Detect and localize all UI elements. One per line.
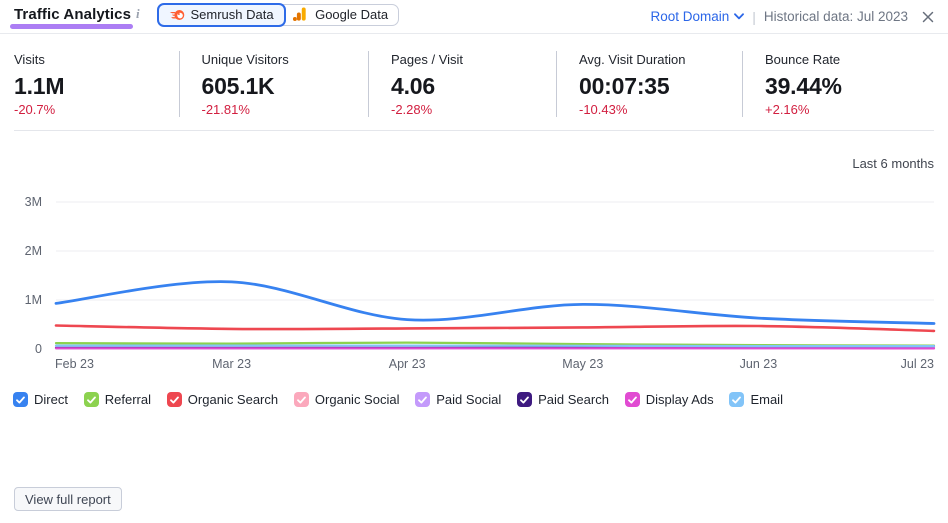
legend-item-organic-social[interactable]: Organic Social: [293, 392, 400, 407]
semrush-logo-icon-wrap: [168, 6, 185, 23]
checkbox-checked-icon[interactable]: [13, 392, 28, 407]
stat-value: 4.06: [391, 73, 435, 99]
x-tick-jun-23: Jun 23: [740, 357, 778, 371]
legend-item-display-ads[interactable]: Display Ads: [624, 392, 714, 407]
checkmark-icon: [520, 396, 530, 403]
legend-item-paid-search[interactable]: Paid Search: [517, 392, 609, 407]
chart-legend: Direct Referral Organic Search Organic Soci…: [13, 392, 948, 407]
stat-pages-visit: Pages / Visit 4.06 -2.28%: [368, 34, 556, 130]
legend-label: Direct: [34, 392, 68, 407]
checkbox-checked-icon[interactable]: [415, 392, 431, 407]
x-tick-mar-23: Mar 23: [212, 357, 251, 371]
stat-label: Visits: [14, 52, 45, 67]
checkmark-icon: [16, 396, 25, 403]
traffic-trend-chart: 3M 2M 1M 0 Feb 23 Mar 23 Apr 23 May 23 Jun 23 Jul…: [0, 180, 948, 380]
line-direct: [54, 280, 936, 325]
stat-change: -10.43%: [579, 102, 628, 117]
legend-label: Organic Social: [314, 392, 400, 407]
stat-label: Avg. Visit Duration: [579, 52, 686, 67]
checkmark-icon: [732, 396, 742, 403]
legend-item-organic-search[interactable]: Organic Search: [166, 392, 279, 407]
checkbox-checked-icon[interactable]: [624, 392, 640, 407]
stat-change: -20.7%: [14, 102, 56, 117]
line-organic-search: [54, 324, 936, 333]
stat-unique-visitors: Unique Visitors 605.1K -21.81%: [178, 34, 369, 130]
toggle-semrush-data[interactable]: Semrush Data: [156, 3, 286, 27]
stat-label: Unique Visitors: [201, 52, 289, 67]
toggle-label: Google Data: [315, 7, 389, 23]
stat-change: -21.81%: [201, 102, 250, 117]
google-analytics-icon-wrap: [292, 6, 309, 23]
stat-value: 00:07:35: [579, 73, 670, 99]
x-tick-jul-23: Jul 23: [901, 357, 934, 371]
data-source-toggle: Semrush Data Google Data: [156, 3, 400, 27]
widget-title: Traffic Analytics: [14, 6, 132, 23]
info-icon[interactable]: i: [136, 6, 140, 21]
legend-item-email[interactable]: Email: [729, 392, 783, 407]
period-label: Last 6 months: [852, 156, 934, 171]
checkbox-checked-icon[interactable]: [293, 392, 309, 407]
google-analytics-icon: [293, 7, 306, 22]
y-tick-1M: 1M: [25, 293, 42, 307]
legend-label: Email: [750, 392, 783, 407]
stat-bounce-rate: Bounce Rate 39.44% +2.16%: [742, 34, 934, 130]
legend-item-direct[interactable]: Direct: [13, 392, 68, 407]
checkbox-checked-icon[interactable]: [729, 392, 745, 407]
checkmark-icon: [169, 396, 179, 403]
stats-row: Visits 1.1M -20.7% Unique Visitors 605.1K -21…: [14, 34, 934, 131]
x-tick-feb-23: Feb 23: [55, 357, 94, 371]
stat-change: +2.16%: [765, 102, 810, 117]
y-tick-3M: 3M: [25, 195, 42, 209]
checkmark-icon: [418, 396, 428, 403]
toggle-label: Semrush Data: [190, 7, 274, 23]
title-wrap: Traffic Analytics: [10, 6, 133, 29]
root-domain-label: Root Domain: [650, 9, 730, 24]
x-tick-may-23: May 23: [562, 357, 603, 371]
root-domain-dropdown[interactable]: Root Domain: [650, 9, 745, 24]
close-icon: [922, 11, 934, 22]
checkbox-checked-icon[interactable]: [83, 392, 99, 407]
line-email: [54, 344, 936, 348]
legend-label: Referral: [104, 392, 151, 407]
widget-header: Traffic Analytics i Semrush Data Google D…: [0, 0, 948, 34]
stat-value: 605.1K: [201, 73, 275, 99]
semrush-logo-icon: [169, 10, 184, 21]
legend-label: Paid Search: [538, 392, 609, 407]
legend-label: Organic Search: [187, 392, 279, 407]
y-tick-2M: 2M: [25, 244, 42, 258]
historical-data-label: Historical data: Jul 2023: [763, 9, 908, 24]
stat-label: Pages / Visit: [391, 52, 464, 67]
stat-avg-visit-duration: Avg. Visit Duration 00:07:35 -10.43%: [556, 34, 742, 130]
legend-item-referral[interactable]: Referral: [83, 392, 151, 407]
checkbox-checked-icon[interactable]: [166, 392, 182, 407]
stat-visits: Visits 1.1M -20.7%: [14, 34, 179, 130]
stat-change: -2.28%: [391, 102, 433, 117]
title-underline: [10, 24, 133, 29]
legend-item-paid-social[interactable]: Paid Social: [415, 392, 501, 407]
y-tick-0: 0: [35, 342, 42, 356]
view-full-report-button[interactable]: View full report: [14, 487, 122, 511]
checkbox-checked-icon[interactable]: [517, 392, 533, 407]
traffic-trend-svg: 3M 2M 1M 0 Feb 23 Mar 23 Apr 23 May 23 Jun 23 Jul…: [25, 195, 936, 371]
stat-value: 1.1M: [14, 73, 65, 99]
toggle-google-data[interactable]: Google Data: [284, 5, 398, 26]
legend-label: Paid Social: [436, 392, 502, 407]
stat-label: Bounce Rate: [765, 52, 841, 67]
stat-value: 39.44%: [765, 73, 842, 99]
chevron-down-icon: [734, 13, 745, 20]
legend-label: Display Ads: [645, 392, 714, 407]
close-button[interactable]: [922, 11, 934, 23]
header-separator: |: [752, 8, 756, 25]
header-right: Root Domain | Historical data: Jul 2023: [650, 0, 934, 33]
checkmark-icon: [627, 396, 637, 403]
x-tick-apr-23: Apr 23: [389, 357, 426, 371]
checkmark-icon: [86, 396, 96, 403]
checkmark-icon: [297, 396, 306, 403]
